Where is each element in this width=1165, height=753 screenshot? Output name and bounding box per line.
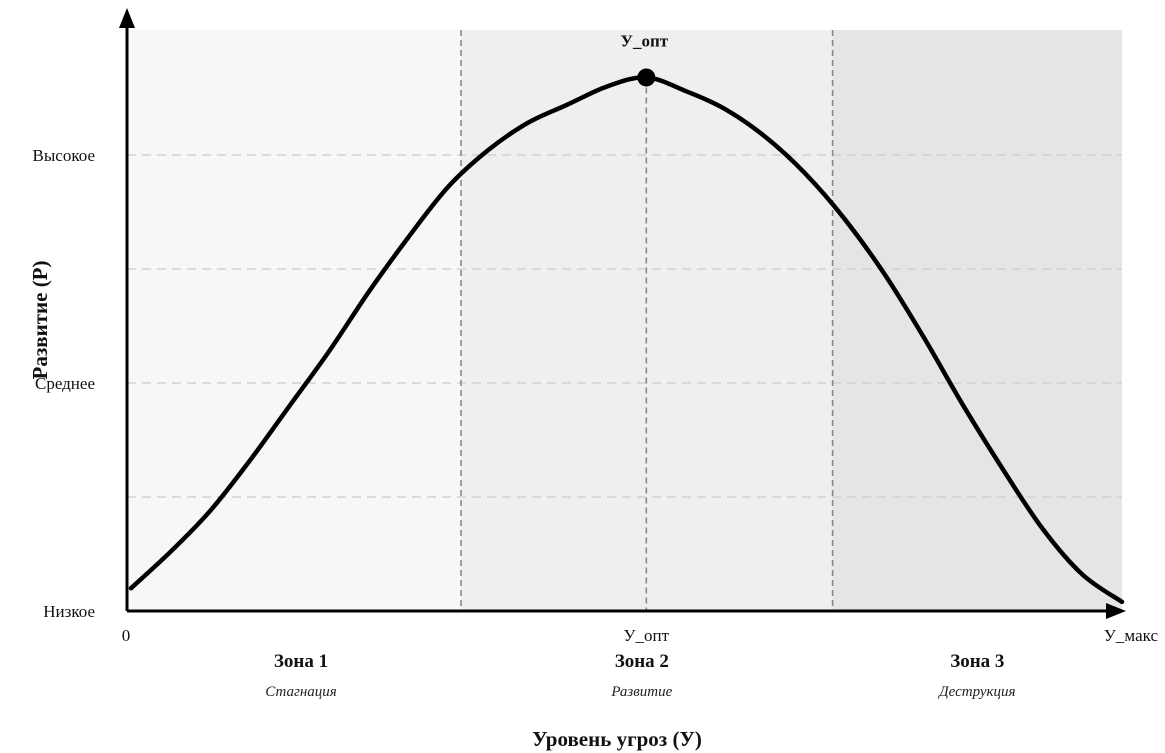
y-tick-label-2: Среднее bbox=[35, 374, 95, 393]
zone-labels: Зона 1 Стагнация Зона 2 Развитие Зона 3 Дестр… bbox=[265, 651, 1015, 700]
y-tick-label-3: Высокое bbox=[33, 146, 95, 165]
x-tick-label-2: У_опт bbox=[624, 626, 670, 645]
zone-backgrounds bbox=[127, 30, 1122, 611]
y-tick-label-1: Низкое bbox=[43, 602, 95, 621]
zone-background-1 bbox=[127, 30, 462, 611]
zone-1-name: Зона 1 bbox=[274, 651, 328, 672]
zone-1-description: Стагнация bbox=[265, 684, 337, 700]
zone-2-name: Зона 2 bbox=[615, 651, 669, 672]
zone-background-3 bbox=[832, 30, 1122, 611]
x-axis-arrow bbox=[1106, 603, 1126, 619]
gridlines bbox=[127, 154, 1122, 498]
peak-label: У_опт bbox=[621, 31, 669, 50]
zone-2-description: Развитие bbox=[610, 684, 672, 700]
zone-3-description: Деструкция bbox=[937, 684, 1015, 700]
series-line bbox=[128, 75, 1125, 605]
x-tick-label-1: 0 bbox=[122, 626, 131, 645]
x-tick-label-3: У_макс bbox=[1104, 626, 1159, 645]
zone-dividers bbox=[460, 30, 834, 611]
zone-3-name: Зона 3 bbox=[950, 651, 1004, 672]
y-tick-labels: Низкое Среднее Высокое bbox=[33, 146, 95, 621]
x-axis-title: Уровень угроз (У) bbox=[532, 727, 702, 751]
y-axis-arrow bbox=[119, 8, 135, 28]
peak-point bbox=[637, 68, 656, 87]
y-axis-title: Развитие (Р) bbox=[28, 260, 52, 379]
x-tick-labels: 0 У_опт У_макс bbox=[122, 626, 1159, 645]
